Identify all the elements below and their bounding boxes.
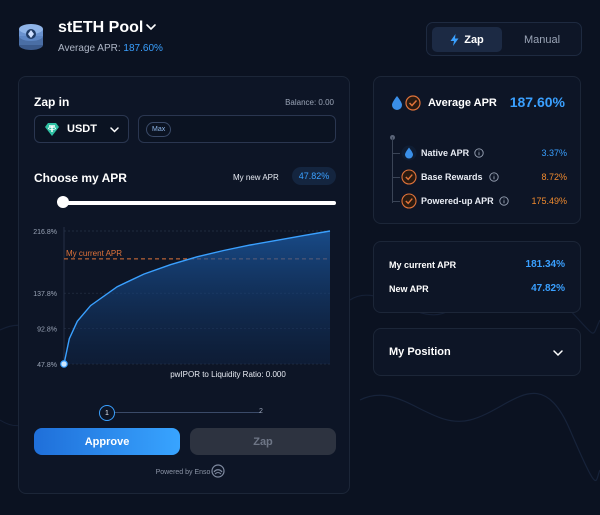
- my-new-apr-label: My new APR: [233, 173, 279, 182]
- y-tick-label: 216.8%: [33, 229, 57, 236]
- amount-input[interactable]: Max: [138, 115, 336, 143]
- my-current-apr-label: My current APR: [389, 260, 457, 270]
- check-circle-icon: [405, 95, 421, 111]
- chart-curve: [63, 230, 331, 365]
- header-average-apr-value: 187.60%: [123, 43, 163, 54]
- native-apr-value: 3.37%: [541, 148, 567, 158]
- info-icon[interactable]: [499, 196, 509, 206]
- y-tick-label: 47.8%: [37, 362, 57, 369]
- apr-chart: My current APR 47.8% 92.8% 137.8% 216.8%: [33, 227, 331, 369]
- check-circle-icon: [401, 193, 417, 209]
- my-position-panel[interactable]: My Position: [373, 328, 581, 376]
- choose-apr-label: Choose my APR: [34, 171, 127, 185]
- new-apr-value: 47.82%: [531, 283, 565, 294]
- chevron-down-icon[interactable]: [144, 20, 158, 34]
- tab-manual-label: Manual: [523, 33, 561, 46]
- step-2-indicator: 2: [259, 408, 263, 415]
- powered-up-apr-row: Powered-up APR 175.49%: [392, 193, 567, 209]
- base-rewards-label: Base Rewards: [421, 172, 483, 182]
- average-apr-value: 187.60%: [509, 94, 565, 110]
- tab-zap[interactable]: Zap: [432, 27, 502, 52]
- chart-area: [64, 231, 330, 364]
- approve-button[interactable]: Approve: [34, 428, 180, 455]
- x-axis-label-text: pwIPOR to Liquidity Ratio: 0.000: [170, 370, 286, 379]
- pool-title[interactable]: stETH Pool: [58, 19, 144, 36]
- x-axis-label: pwIPOR to Liquidity Ratio: 0.000: [19, 370, 351, 379]
- check-circle-icon: [401, 169, 417, 185]
- y-tick-label: 137.8%: [33, 291, 57, 298]
- powered-up-apr-value: 175.49%: [531, 196, 567, 206]
- step-progress-line: [113, 412, 261, 413]
- zap-in-label: Zap in: [34, 95, 70, 109]
- my-position-label: My Position: [389, 346, 451, 358]
- usdt-icon: [45, 122, 59, 136]
- my-current-apr-value: 181.34%: [525, 259, 565, 270]
- steth-pool-icon: [19, 24, 43, 50]
- tab-zap-label: Zap: [464, 33, 484, 46]
- token-label: USDT: [67, 123, 97, 135]
- header-average-apr: Average APR: 187.60%: [58, 43, 163, 54]
- tree-line: [392, 137, 393, 203]
- base-rewards-value: 8.72%: [541, 172, 567, 182]
- apr-comparison-panel: My current APR 181.34% New APR 47.82%: [373, 241, 581, 313]
- powered-by: Powered by Enso: [19, 469, 351, 476]
- tab-manual[interactable]: Manual: [507, 27, 577, 52]
- y-tick-label: 92.8%: [37, 327, 57, 334]
- average-apr-panel: Average APR 187.60% Native APR 3.37% Bas…: [373, 76, 581, 224]
- drop-icon: [401, 145, 417, 161]
- apr-slider-thumb[interactable]: [57, 196, 69, 208]
- balance-text: Balance: 0.00: [285, 98, 334, 107]
- mode-toggle: Zap Manual: [426, 22, 582, 56]
- info-icon[interactable]: [489, 172, 499, 182]
- current-apr-marker: [60, 360, 68, 368]
- header-average-apr-label: Average APR:: [58, 43, 121, 54]
- pool-header: stETH Pool Average APR: 187.60%: [16, 18, 576, 58]
- native-apr-label: Native APR: [421, 148, 470, 158]
- current-apr-reference-label: My current APR: [66, 249, 122, 258]
- info-icon[interactable]: [474, 148, 484, 158]
- bolt-icon: [450, 33, 459, 46]
- native-apr-row: Native APR 3.37%: [392, 145, 567, 161]
- powered-by-text: Powered by Enso: [155, 469, 211, 476]
- max-button[interactable]: Max: [146, 122, 172, 137]
- zap-button[interactable]: Zap: [190, 428, 336, 455]
- chevron-down-icon: [110, 127, 119, 133]
- enso-icon: [211, 464, 225, 478]
- apr-source-icons: [392, 95, 421, 111]
- y-axis-ticks: 47.8% 92.8% 137.8% 216.8%: [33, 229, 57, 369]
- my-new-apr-badge: 47.82%: [292, 167, 336, 185]
- base-rewards-row: Base Rewards 8.72%: [392, 169, 567, 185]
- step-1-indicator: 1: [99, 405, 115, 421]
- apr-slider-track[interactable]: [63, 201, 336, 205]
- chevron-down-icon[interactable]: [552, 347, 564, 359]
- token-select[interactable]: USDT: [34, 115, 129, 143]
- powered-up-apr-label: Powered-up APR: [421, 196, 494, 206]
- new-apr-label: New APR: [389, 284, 429, 294]
- zap-panel: Zap in Balance: 0.00 USDT Max Choose my …: [18, 76, 350, 494]
- drop-icon: [392, 96, 402, 110]
- average-apr-title: Average APR: [428, 97, 497, 109]
